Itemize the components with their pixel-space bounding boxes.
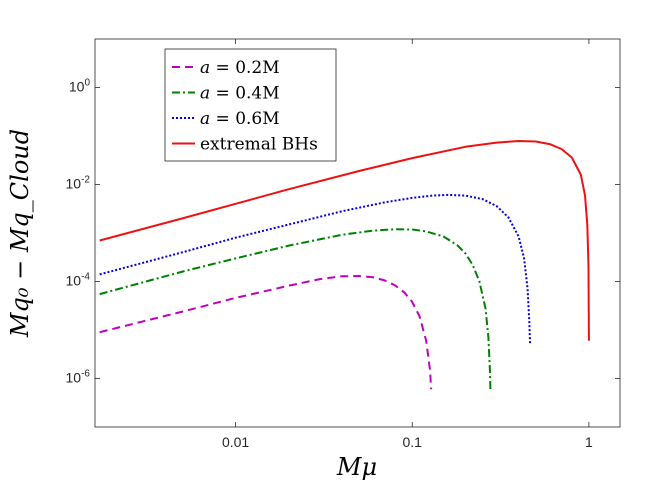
legend-label-0: a = 0.2M xyxy=(200,58,280,78)
y-tick-label: 10-6 xyxy=(66,369,91,386)
y-tick-label: 100 xyxy=(69,78,91,95)
legend-label-1: a = 0.4M xyxy=(200,84,280,104)
y-tick-label: 10-4 xyxy=(66,272,91,289)
legend-box xyxy=(164,48,337,162)
legend-label-3: extremal BHs xyxy=(200,135,318,155)
series-line-3 xyxy=(99,140,590,341)
axes-box xyxy=(94,38,621,428)
y-axis-label: Mq₀ − Mq_Cloud xyxy=(6,129,34,338)
legend: a = 0.2M a = 0.4M a = 0.6M extremal BHs xyxy=(164,48,337,162)
series-layer xyxy=(99,140,590,390)
x-tick-label: 0.01 xyxy=(222,434,249,450)
y-tick-label: 10-2 xyxy=(66,175,91,192)
series-line-0 xyxy=(99,275,433,390)
x-tick-label: 0.1 xyxy=(403,434,423,450)
x-axis-label: Mμ xyxy=(336,453,377,481)
ticks-layer: 0.01 0.1 1 10-6 10-4 10-2 100 xyxy=(66,39,620,450)
legend-label-2: a = 0.6M xyxy=(200,109,280,129)
x-tick-label: 1 xyxy=(585,434,593,450)
series-line-1 xyxy=(99,228,492,390)
